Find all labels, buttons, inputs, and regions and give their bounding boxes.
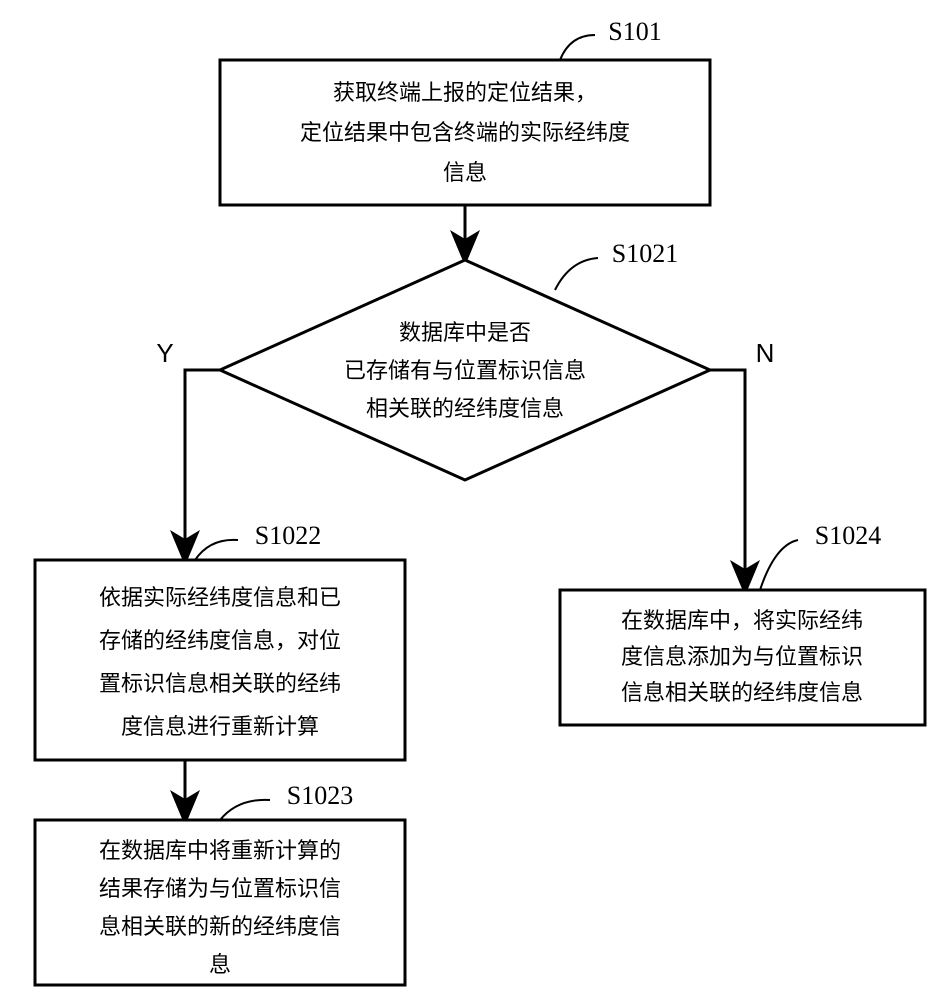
s101-line1: 获取终端上报的定位结果， (333, 80, 597, 105)
node-s1024: 在数据库中，将实际经纬 度信息添加为与位置标识 信息相关联的经纬度信息 S102… (560, 521, 925, 725)
s1022-line2: 存储的经纬度信息，对位 (99, 628, 341, 653)
s1021-line2: 已存储有与位置标识信息 (344, 358, 586, 383)
node-s1022: 依据实际经纬度信息和已 存储的经纬度信息，对位 置标识信息相关联的经纬 度信息进… (35, 521, 405, 760)
s1022-line1: 依据实际经纬度信息和已 (99, 585, 341, 610)
s1024-id: S1024 (815, 521, 881, 550)
s1021-leader (555, 258, 598, 290)
s101-id: S101 (608, 17, 661, 46)
s1021-id: S1021 (612, 239, 678, 268)
s1024-line2: 度信息添加为与位置标识 (621, 644, 863, 669)
s101-line3: 信息 (443, 160, 487, 185)
s1023-line4: 息 (209, 952, 231, 977)
s1024-leader (760, 540, 798, 590)
edge-s1021-s1022 (185, 370, 220, 560)
s1024-line1: 在数据库中，将实际经纬 (621, 608, 863, 633)
node-s1023: 在数据库中将重新计算的 结果存储为与位置标识信 息相关联的新的经纬度信 息 S1… (35, 781, 405, 985)
edge-s1021-s1024 (710, 370, 745, 590)
s1023-line3: 息相关联的新的经纬度信 (99, 914, 341, 939)
node-s101: 获取终端上报的定位结果， 定位结果中包含终端的实际经纬度 信息 S101 (220, 17, 710, 205)
s1022-leader (195, 540, 238, 560)
s1024-line3: 信息相关联的经纬度信息 (621, 680, 863, 705)
s101-line2: 定位结果中包含终端的实际经纬度 (300, 120, 630, 145)
s101-leader (560, 35, 595, 60)
s1023-line1: 在数据库中将重新计算的 (99, 838, 341, 863)
edge-label-y: Y (156, 338, 173, 368)
s1021-line3: 相关联的经纬度信息 (366, 396, 564, 421)
s1023-leader (220, 800, 270, 820)
flowchart-canvas: Y N 获取终端上报的定位结果， 定位结果中包含终端的实际经纬度 信息 S101… (0, 0, 946, 1000)
s1023-line2: 结果存储为与位置标识信 (99, 876, 341, 901)
edge-label-n: N (756, 338, 775, 368)
s1023-id: S1023 (287, 781, 353, 810)
s1022-line4: 度信息进行重新计算 (121, 714, 319, 739)
s1022-id: S1022 (255, 521, 321, 550)
node-s1021: 数据库中是否 已存储有与位置标识信息 相关联的经纬度信息 S1021 (220, 239, 710, 480)
s1022-line3: 置标识信息相关联的经纬 (99, 671, 341, 696)
s1021-line1: 数据库中是否 (399, 320, 531, 345)
